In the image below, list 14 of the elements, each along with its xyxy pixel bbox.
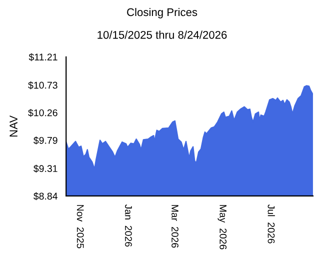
y-tick-label: $11.21: [28, 53, 58, 62]
y-tick-label: $9.31: [34, 164, 58, 173]
chart-title: Closing Prices: [127, 8, 198, 18]
y-tick-label: $8.84: [34, 192, 58, 200]
x-tick-label: Jul 2026: [268, 204, 275, 244]
chart-subtitle: 10/15/2025 thru 8/24/2026: [98, 30, 227, 39]
x-tick-label: May 2026: [218, 205, 227, 250]
x-tick-label: Nov 2025: [76, 205, 84, 248]
y-tick-label: $9.79: [34, 136, 58, 144]
y-tick-label: $10.73: [28, 81, 58, 90]
y-tick-label: $10.26: [28, 108, 58, 117]
y-axis-title: NAV: [10, 115, 18, 137]
x-tick-label: Mar 2026: [172, 205, 178, 248]
x-tick-label: Jan 2026: [125, 204, 132, 247]
